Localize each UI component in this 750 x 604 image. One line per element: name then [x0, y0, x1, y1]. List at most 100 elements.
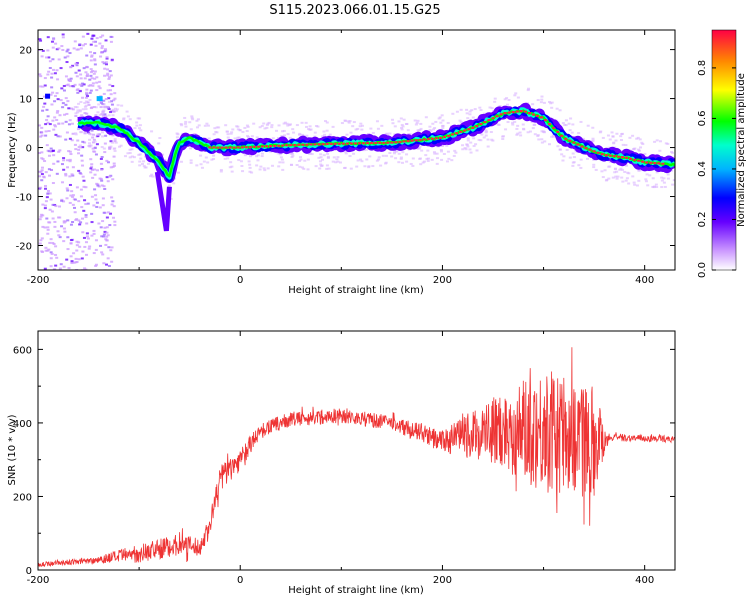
halo-point — [531, 103, 535, 106]
noise-point — [40, 179, 44, 182]
ridge-core-point — [269, 145, 273, 148]
halo-point — [238, 129, 242, 132]
noise-point — [72, 47, 76, 50]
noise-point — [92, 40, 96, 43]
halo-point — [527, 87, 531, 90]
ridge-core-point — [467, 128, 471, 131]
noise-point — [106, 211, 110, 214]
ridge-core-point — [370, 142, 374, 145]
halo-point — [572, 161, 576, 164]
noise-point — [73, 143, 77, 146]
halo-point — [354, 128, 358, 131]
noise-point — [46, 36, 50, 39]
noise-point — [43, 102, 47, 105]
halo-point — [400, 123, 404, 126]
noise-point — [50, 252, 54, 255]
halo-point — [631, 134, 635, 137]
halo-point — [126, 115, 130, 118]
noise-point — [49, 147, 53, 150]
halo-point — [475, 149, 479, 152]
noise-point — [108, 83, 112, 86]
noise-point — [93, 147, 97, 150]
halo-point — [237, 159, 241, 162]
halo-point — [515, 127, 519, 130]
noise-point — [102, 235, 106, 238]
x-tick-label: 200 — [433, 575, 452, 586]
halo-point — [283, 134, 287, 137]
halo-point — [601, 136, 605, 139]
ridge-core-point — [277, 144, 281, 147]
ridge-core-point — [265, 145, 269, 148]
noise-point — [62, 220, 66, 223]
noise-point — [85, 232, 89, 235]
noise-point — [41, 85, 45, 88]
halo-point — [455, 110, 459, 113]
halo-point — [288, 136, 292, 139]
halo-point — [226, 136, 230, 139]
halo-point — [246, 125, 250, 128]
halo-point — [247, 160, 251, 163]
noise-point — [87, 84, 91, 87]
noise-point — [75, 240, 79, 243]
noise-point — [107, 77, 111, 80]
halo-point — [471, 116, 475, 119]
halo-point — [75, 106, 79, 109]
halo-point — [103, 106, 107, 109]
halo-point — [349, 167, 353, 170]
noise-point — [50, 76, 54, 79]
halo-point — [420, 149, 424, 152]
halo-point — [379, 164, 383, 167]
noise-point — [61, 33, 65, 36]
halo-point — [109, 145, 113, 148]
halo-point — [306, 168, 310, 171]
halo-point — [526, 131, 530, 134]
halo-point — [336, 156, 340, 159]
halo-point — [248, 170, 252, 173]
halo-point — [432, 151, 436, 154]
halo-point — [279, 156, 283, 159]
halo-point — [591, 126, 595, 129]
halo-point — [418, 145, 422, 148]
colorbar-tick-label: 0.0 — [697, 262, 708, 278]
noise-point — [100, 235, 104, 238]
halo-point — [295, 164, 299, 167]
halo-point — [380, 124, 384, 127]
halo-point — [564, 124, 568, 127]
halo-point — [594, 168, 598, 171]
halo-point — [206, 161, 210, 164]
halo-point — [149, 175, 153, 178]
halo-point — [169, 197, 173, 200]
halo-point — [237, 136, 241, 139]
halo-point — [167, 184, 171, 187]
halo-point — [259, 165, 263, 168]
halo-point — [637, 179, 641, 182]
noise-point — [55, 48, 59, 51]
noise-point — [106, 234, 110, 237]
noise-point — [64, 172, 68, 175]
noise-point — [103, 187, 107, 190]
noise-point — [47, 248, 51, 251]
noise-point — [71, 203, 75, 206]
noise-point — [38, 218, 42, 221]
halo-point — [440, 158, 444, 161]
noise-point — [65, 131, 69, 134]
halo-point — [78, 144, 82, 147]
noise-point — [104, 39, 108, 42]
halo-point — [331, 160, 335, 163]
noise-point — [48, 208, 52, 211]
noise-point — [103, 113, 107, 116]
halo-point — [484, 134, 488, 137]
halo-point — [300, 166, 304, 169]
ridge-core-point — [398, 140, 402, 143]
halo-point — [507, 99, 511, 102]
noise-point — [80, 84, 84, 87]
halo-point — [424, 116, 428, 119]
halo-point — [314, 165, 318, 168]
noise-point — [61, 106, 65, 109]
ridge-core-point — [212, 146, 216, 149]
isolated-point — [96, 96, 103, 102]
noise-point — [56, 110, 60, 113]
noise-point — [102, 185, 106, 188]
noise-point — [106, 257, 110, 260]
noise-point — [41, 49, 45, 52]
